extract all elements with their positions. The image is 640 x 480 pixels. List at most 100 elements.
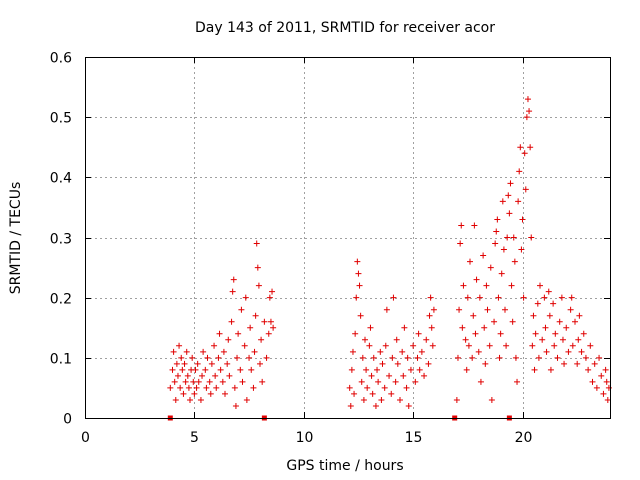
data-point [582, 354, 589, 361]
x-tick-label: 15 [405, 430, 423, 446]
data-point [234, 354, 241, 361]
data-point [523, 114, 530, 121]
data-point [481, 324, 488, 331]
data-point [430, 306, 437, 313]
data-point [567, 306, 574, 313]
data-point [243, 396, 250, 403]
data-point [219, 378, 226, 385]
data-point [556, 318, 563, 325]
data-point [426, 312, 433, 319]
data-point [347, 402, 354, 409]
data-point [348, 366, 355, 373]
data-point [238, 306, 245, 313]
data-point [176, 342, 183, 349]
data-point [491, 318, 498, 325]
data-point [410, 342, 417, 349]
data-point [375, 378, 382, 385]
y-axis-label: SRMTID / TECUs [8, 182, 24, 295]
data-point [545, 288, 552, 295]
data-point [177, 384, 184, 391]
data-point [464, 294, 471, 301]
data-point [512, 354, 519, 361]
data-point [602, 366, 609, 373]
data-point [263, 354, 270, 361]
data-point [535, 354, 542, 361]
data-point [539, 336, 546, 343]
y-tick-label: 0 [63, 412, 72, 428]
data-point [378, 396, 385, 403]
data-point [477, 378, 484, 385]
data-point [367, 324, 374, 331]
data-point [225, 336, 232, 343]
x-tick-label: 10 [296, 430, 314, 446]
data-point [377, 348, 384, 355]
data-point [504, 234, 511, 241]
data-point [206, 378, 213, 385]
data-point [456, 306, 463, 313]
data-point [368, 372, 375, 379]
data-point [183, 348, 190, 355]
data-point [197, 396, 204, 403]
data-point [187, 396, 193, 403]
data-point [226, 372, 233, 379]
data-point [195, 378, 202, 385]
data-point [412, 378, 419, 385]
data-point [178, 354, 185, 361]
data-point [600, 390, 607, 397]
data-point [460, 282, 467, 289]
data-point [531, 366, 538, 373]
data-point [542, 324, 549, 331]
data-point [397, 396, 403, 403]
data-point [169, 366, 176, 373]
data-point [184, 372, 191, 379]
data-point [499, 198, 506, 205]
data-point [414, 354, 421, 361]
data-point [191, 390, 198, 397]
data-point [213, 384, 220, 391]
data-point [459, 324, 466, 331]
data-point [389, 354, 396, 361]
data-point [511, 258, 518, 265]
data-point [386, 372, 393, 379]
data-point [585, 366, 592, 373]
data-point [237, 366, 244, 373]
data-point [547, 366, 554, 373]
data-point [246, 354, 253, 361]
data-point [604, 396, 611, 403]
data-point [587, 342, 594, 349]
data-point [251, 348, 258, 355]
data-point [551, 342, 558, 349]
data-point [596, 354, 603, 361]
data-point [543, 348, 550, 355]
data-point [172, 396, 179, 403]
data-point [231, 384, 238, 391]
data-point [224, 360, 231, 367]
data-point [403, 384, 410, 391]
data-point [463, 366, 470, 373]
data-point [454, 354, 461, 361]
data-point [248, 366, 255, 373]
data-point [507, 180, 514, 187]
data-point [359, 354, 366, 361]
data-point [429, 342, 436, 349]
data-point [598, 372, 605, 379]
data-point [428, 324, 435, 331]
data-point [572, 318, 578, 325]
data-point [255, 282, 262, 289]
data-point [416, 366, 423, 373]
data-point [404, 354, 411, 361]
data-point [574, 360, 581, 367]
data-point [495, 294, 502, 301]
data-point [222, 390, 228, 397]
data-point [393, 336, 400, 343]
data-point [349, 348, 356, 355]
data-point [488, 396, 495, 403]
data-point [266, 294, 273, 301]
data-point [467, 258, 473, 265]
data-point [208, 360, 215, 367]
data-point [356, 282, 363, 289]
y-tick-label: 0.4 [50, 171, 72, 187]
data-point [554, 354, 561, 361]
data-point [603, 378, 610, 385]
data-point [528, 234, 535, 241]
